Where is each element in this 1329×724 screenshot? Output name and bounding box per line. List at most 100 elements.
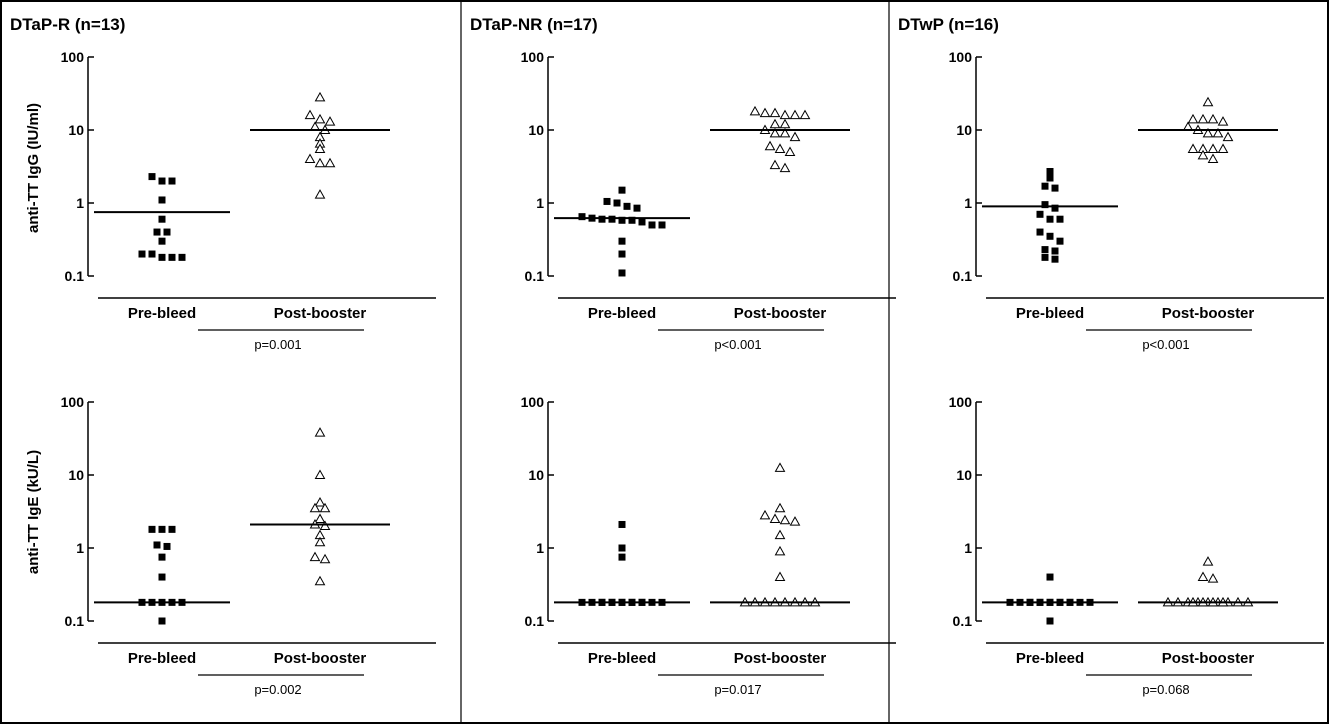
data-point-post-booster: [789, 516, 801, 526]
data-point-post-booster: [1207, 153, 1219, 164]
y-tick-label: 100: [949, 394, 973, 410]
data-point-post-booster: [769, 118, 781, 129]
y-tick-label: 100: [949, 49, 973, 65]
data-point-pre-bleed: [1041, 253, 1049, 261]
data-point-pre-bleed: [1041, 182, 1049, 190]
x-category-label: Pre-bleed: [588, 650, 656, 667]
data-point-post-booster: [1187, 143, 1199, 153]
scatter-panel: 0.1 1 10 100 Pre-bleed Post-booster p=0.068: [949, 394, 1324, 697]
data-point-post-booster: [774, 462, 786, 472]
data-point-post-booster: [1207, 143, 1219, 153]
y-tick-label: 0.1: [953, 613, 973, 629]
data-point-post-booster: [1217, 116, 1229, 126]
data-point-post-booster: [324, 157, 336, 168]
data-point-post-booster: [319, 553, 331, 564]
data-point-post-booster: [314, 469, 326, 479]
data-point-post-booster: [314, 189, 326, 199]
data-point-pre-bleed: [1056, 215, 1064, 223]
data-point-post-booster: [1222, 131, 1234, 142]
data-point-pre-bleed: [1051, 204, 1059, 212]
data-point-pre-bleed: [598, 215, 606, 223]
data-point-post-booster: [779, 118, 791, 129]
data-point-post-booster: [309, 551, 321, 562]
data-point-post-booster: [784, 146, 796, 156]
data-point-pre-bleed: [1046, 174, 1054, 182]
data-point-pre-bleed: [153, 541, 161, 549]
data-point-post-booster: [1202, 556, 1214, 566]
data-point-pre-bleed: [168, 525, 176, 533]
data-point-post-booster: [779, 514, 791, 525]
data-point-pre-bleed: [158, 573, 166, 581]
data-point-pre-bleed: [618, 269, 626, 277]
data-point-post-booster: [789, 131, 801, 142]
data-point-pre-bleed: [158, 215, 166, 223]
p-value-label: p<0.001: [714, 337, 761, 352]
data-point-post-booster: [304, 109, 316, 120]
data-point-post-booster: [1212, 127, 1224, 138]
data-point-pre-bleed: [603, 197, 611, 205]
data-point-post-booster: [314, 536, 326, 547]
data-point-pre-bleed: [633, 204, 641, 212]
y-tick-label: 100: [61, 394, 85, 410]
data-point-post-booster: [1197, 149, 1209, 160]
y-axis-label: anti-TT IgG (IU/ml): [25, 103, 42, 233]
data-point-pre-bleed: [578, 213, 586, 221]
data-point-pre-bleed: [638, 218, 646, 226]
data-point-post-booster: [774, 571, 786, 582]
y-tick-label: 10: [68, 467, 84, 483]
y-tick-label: 1: [76, 195, 84, 211]
y-tick-label: 1: [964, 540, 972, 556]
y-tick-label: 100: [61, 49, 85, 65]
data-point-post-booster: [1197, 571, 1209, 582]
data-point-post-booster: [759, 509, 771, 520]
data-point-pre-bleed: [1046, 617, 1054, 625]
y-tick-label: 10: [956, 467, 972, 483]
x-category-label: Post-booster: [734, 650, 827, 667]
data-point-post-booster: [314, 113, 326, 124]
data-point-post-booster: [314, 496, 326, 507]
data-point-pre-bleed: [1036, 228, 1044, 236]
p-value-label: p=0.017: [714, 682, 761, 697]
p-value-label: p=0.001: [254, 337, 301, 352]
data-point-pre-bleed: [658, 221, 666, 229]
data-point-post-booster: [774, 545, 786, 556]
data-point-pre-bleed: [168, 177, 176, 185]
data-point-post-booster: [774, 529, 786, 540]
scatter-panel: 0.1 1 10 100 Pre-bleed Post-booster p=0.001: [61, 49, 436, 352]
x-category-label: Post-booster: [1162, 305, 1255, 322]
y-tick-label: 0.1: [953, 268, 973, 284]
data-point-pre-bleed: [1046, 232, 1054, 240]
y-tick-label: 10: [68, 122, 84, 138]
x-category-label: Post-booster: [734, 305, 827, 322]
data-point-pre-bleed: [618, 544, 626, 552]
scatter-panel: 0.1 1 10 100 Pre-bleed Post-booster p=0.002: [61, 394, 436, 697]
data-point-pre-bleed: [148, 525, 156, 533]
data-point-pre-bleed: [618, 237, 626, 245]
x-category-label: Post-booster: [274, 305, 367, 322]
data-point-post-booster: [1207, 113, 1219, 124]
data-point-pre-bleed: [168, 253, 176, 261]
scatter-panels: 0.1 1 10 100 Pre-bleed Post-booster p=0.001 0.1…: [61, 49, 1324, 697]
y-tick-label: 1: [76, 540, 84, 556]
data-point-post-booster: [769, 513, 781, 523]
data-point-post-booster: [319, 520, 331, 531]
y-axis-label: anti-TT IgE (kU/L): [25, 450, 42, 574]
data-point-pre-bleed: [163, 228, 171, 236]
data-point-pre-bleed: [148, 173, 156, 181]
x-category-label: Post-booster: [1162, 650, 1255, 667]
data-point-post-booster: [1217, 143, 1229, 153]
data-point-post-booster: [1202, 96, 1214, 107]
scatter-panel: 0.1 1 10 100 Pre-bleed Post-booster p<0.001: [521, 49, 896, 352]
data-point-post-booster: [1202, 127, 1214, 138]
data-point-pre-bleed: [1046, 573, 1054, 581]
data-point-pre-bleed: [158, 253, 166, 261]
data-point-post-booster: [779, 127, 791, 138]
data-point-pre-bleed: [1046, 215, 1054, 223]
x-category-label: Pre-bleed: [1016, 305, 1084, 322]
x-category-label: Pre-bleed: [128, 650, 196, 667]
data-point-pre-bleed: [148, 250, 156, 258]
data-point-post-booster: [309, 502, 321, 513]
data-point-post-booster: [769, 159, 781, 170]
